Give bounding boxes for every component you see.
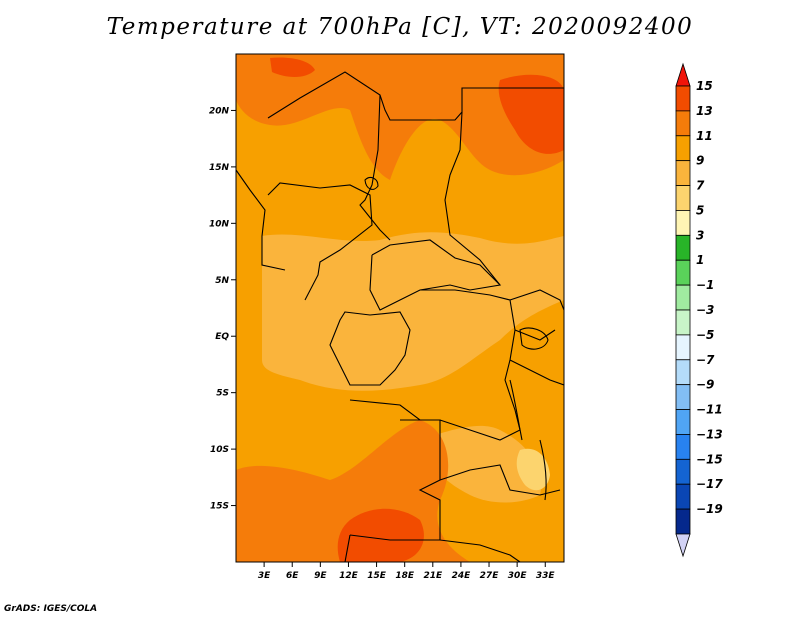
x-tick-label: 15E (367, 571, 387, 581)
y-tick-label: 10S (210, 445, 229, 455)
colorbar-swatch (675, 259, 691, 286)
colorbar-swatch (675, 483, 691, 510)
colorbar-label: 1 (696, 253, 704, 267)
colorbar-label: −9 (696, 378, 714, 392)
x-tick-label: 12E (339, 571, 359, 581)
colorbar-swatch (675, 210, 691, 236)
colorbar-label: −11 (696, 403, 723, 417)
field-region-13-15-ne (498, 74, 564, 154)
colorbar-swatch (675, 160, 691, 186)
lake-malawi (539, 439, 547, 501)
colorbar: 15 13 11 9 7 5 3 1 −1 −3 −5 −7 −9 −11 −13 −15 −17 −19 (675, 62, 723, 558)
border-north-africa (267, 71, 564, 121)
field-region-7-9-south (420, 425, 541, 503)
colorbar-swatch (675, 359, 691, 386)
colorbar-swatch (675, 458, 691, 485)
colorbar-swatch (675, 384, 691, 410)
colorbar-label: −5 (696, 328, 714, 342)
border-zambia (439, 464, 561, 496)
colorbar-label: −15 (696, 452, 723, 466)
colorbar-label: 13 (696, 104, 713, 118)
field-region-5-7 (516, 448, 550, 491)
y-tick-label: 15N (209, 163, 230, 173)
colorbar-swatch (675, 110, 691, 137)
colorbar-label: −1 (696, 278, 714, 292)
colorbar-label: −17 (696, 477, 723, 491)
field-region-13-15-nw (270, 57, 315, 77)
border-angola (349, 399, 441, 541)
colorbar-label: 11 (696, 129, 713, 143)
colorbar-label: 15 (696, 79, 713, 93)
field-region-7-9 (262, 232, 564, 391)
x-axis: 3E 6E 9E 12E 15E 18E 21E 24E 27E 30E 33E (258, 562, 556, 581)
x-tick-label: 18E (395, 571, 415, 581)
x-tick-label: 6E (286, 571, 299, 581)
border-west-africa (236, 169, 286, 271)
colorbar-label: 7 (696, 179, 705, 193)
colorbar-label: −19 (696, 502, 723, 516)
border-east-africa (509, 289, 564, 386)
x-tick-label: 33E (536, 571, 556, 581)
y-tick-label: 10N (209, 219, 230, 229)
colorbar-swatch (675, 434, 691, 460)
credit-text: GrADS: IGES/COLA (4, 604, 98, 614)
border-car (369, 239, 502, 311)
temperature-field (236, 54, 564, 562)
colorbar-swatch (675, 284, 691, 311)
colorbar-swatch (675, 508, 691, 535)
border-nigeria-cameroon (267, 182, 373, 301)
y-tick-label: EQ (215, 332, 229, 342)
y-tick-label: 20N (209, 106, 230, 116)
border-chad-niger (359, 94, 391, 241)
border-drc-east (400, 289, 521, 441)
x-tick-label: 24E (452, 571, 472, 581)
x-tick-label: 27E (480, 571, 500, 581)
y-tick-label: 5S (216, 389, 229, 399)
lake-victoria (519, 327, 549, 350)
colorbar-swatch (675, 234, 691, 261)
x-tick-label: 21E (423, 571, 443, 581)
lake-tanganyika (509, 379, 523, 441)
colorbar-label: 3 (696, 228, 704, 242)
colorbar-top-arrow (675, 62, 691, 87)
border-congo-drc (329, 311, 411, 386)
y-axis: 20N 15N 10N 5N EQ 5S 10S 15S (209, 106, 236, 512)
colorbar-swatch (675, 409, 691, 435)
country-borders (236, 71, 564, 562)
colorbar-label: −3 (696, 303, 714, 317)
colorbar-label: −7 (696, 353, 715, 367)
x-tick-label: 3E (258, 571, 271, 581)
field-region-11-13-north (236, 54, 564, 180)
field-region-13-15-s (337, 508, 424, 562)
colorbar-label: 5 (696, 203, 704, 217)
x-tick-label: 9E (314, 571, 327, 581)
colorbar-swatch (675, 85, 691, 112)
colorbar-label: 9 (696, 154, 704, 168)
lake-chad (364, 177, 379, 190)
border-southern (344, 534, 521, 562)
colorbar-swatch (675, 309, 691, 336)
y-tick-label: 5N (215, 276, 229, 286)
x-tick-label: 30E (508, 571, 528, 581)
map-frame (235, 53, 565, 563)
colorbar-swatch (675, 135, 691, 162)
colorbar-label: −13 (696, 427, 723, 441)
map-title: Temperature at 700hPa [C], VT: 202009240… (106, 14, 694, 40)
colorbar-swatch (675, 334, 691, 361)
colorbar-bottom-arrow (675, 533, 691, 558)
border-chad-sudan (444, 111, 501, 286)
colorbar-swatch (675, 185, 691, 211)
y-tick-label: 15S (210, 502, 229, 512)
